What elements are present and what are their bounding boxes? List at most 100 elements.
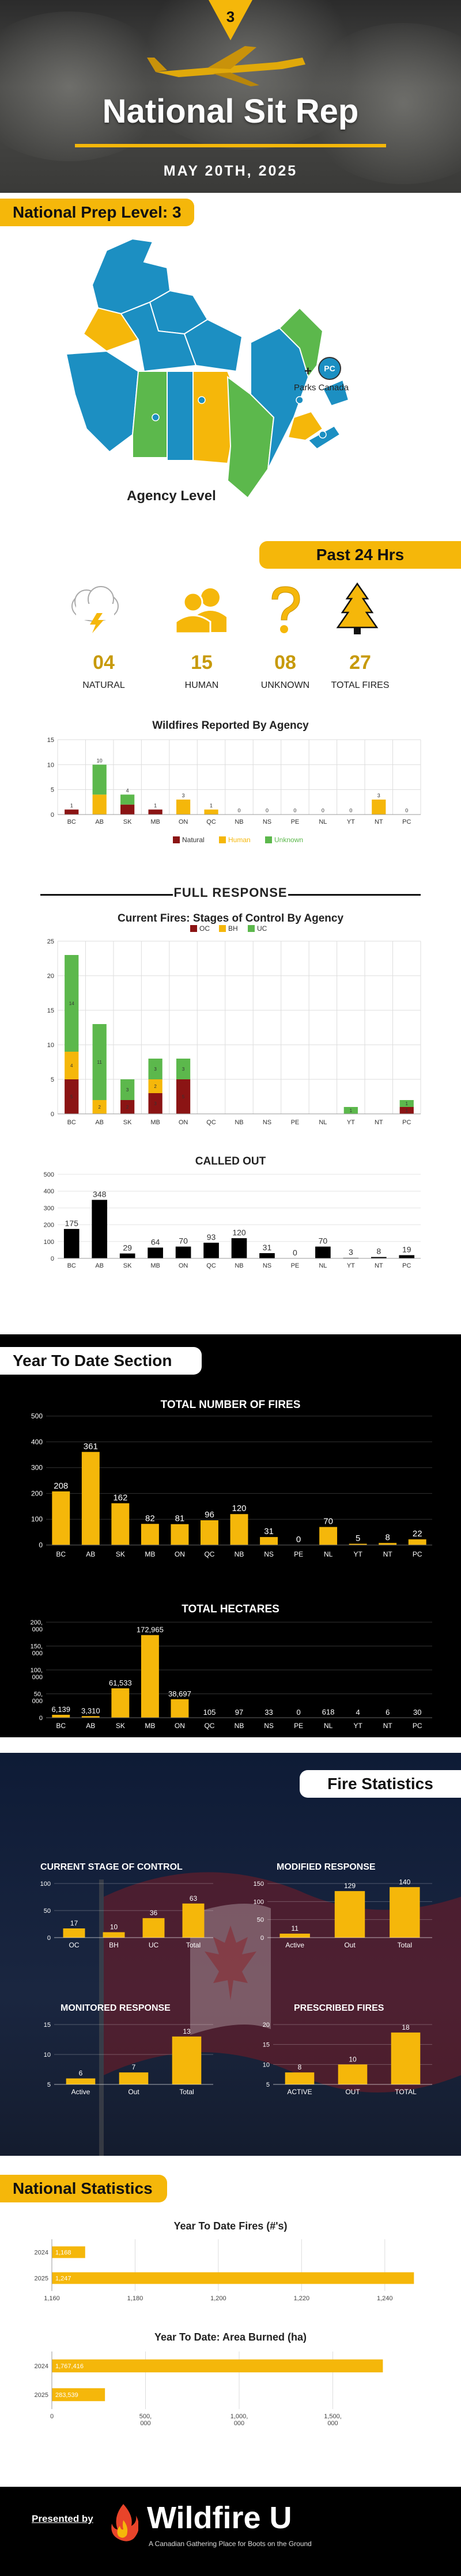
x-tick-label: NL [319,1262,327,1269]
y-tick-label: 2024 [35,2250,48,2257]
chart-wildfires-by-agency: 0 5 10 15 1 BC 10 AB 4 SK 1 MB 3 ON 1 QC 0 NB 0 NS 0 PE 0 NL 0 YT… [47,737,421,844]
x-tick-label: 1,200 [210,2295,226,2302]
x-tick-label: BC [56,1550,66,1558]
segment-label: 14 [69,1001,74,1006]
x-tick-label: TOTAL [395,2088,417,2096]
value-label: 96 [205,1510,214,1520]
parks-canada-markers [152,396,327,439]
y-tick-label: 5 [51,787,54,794]
value-label: 5 [356,1534,360,1543]
segment-label: 1 [406,1101,409,1106]
x-tick-label: 1,160 [44,2295,60,2302]
stat-unknown-label: UNKNOWN [260,680,310,690]
value-label: 22 [413,1529,422,1539]
value-label: 29 [123,1243,132,1253]
value-label: 70 [323,1517,333,1527]
chart-title-ytd-fires: TOTAL NUMBER OF FIRES [160,1399,301,1411]
bar-ab [81,1716,100,1718]
stat-natural-value: 04 [93,652,115,674]
value-label: 6 [386,1708,390,1717]
x-tick-label: NS [264,1722,274,1730]
value-label: 3 [349,1247,353,1257]
parks-canada-plus-icon: + [304,364,312,378]
bar-pc [399,1255,415,1258]
x-tick-label: Out [344,1941,356,1949]
title-underline [75,144,386,147]
bar-nt [371,1257,387,1258]
value-label: 10 [110,1923,118,1931]
y-tick-label: 0 [51,812,54,819]
value-label: 17 [70,1919,78,1927]
value-label: 36 [150,1909,158,1917]
chart-title-stages-of-control: Current Fires: Stages of Control By Agen… [117,912,344,924]
x-tick-label: PC [413,1722,422,1730]
map-region-nb [287,410,324,442]
y-tick-label: 300 [31,1464,43,1472]
y-tick-label: 2024 [35,2363,48,2370]
map-caption: Agency Level [127,488,216,504]
chart-prescribed-fires: 5 10 15 20 8 ACTIVE 10 OUT 18 TOTAL [263,2022,432,2096]
x-tick-label: NL [319,1119,327,1126]
x-tick-label: YT [353,1550,362,1558]
segment-label: 2 [98,1105,101,1110]
x-tick-label: MB [150,1119,160,1126]
y-tick-label: 100 [31,1515,43,1523]
total-label: 1 [70,802,73,808]
bar-bc [52,1491,70,1545]
bar-qc [201,1520,218,1545]
water-bomber-plane-icon [147,46,305,86]
fire-statistics-tag: Fire Statistics [300,1770,461,1798]
segment-label: 5 [182,1094,185,1099]
bar-uc-sk [120,1079,135,1100]
value-label: 70 [179,1236,188,1246]
bar-bc [63,1228,80,1258]
x-tick-label: UC [149,1941,159,1949]
total-label: 0 [237,808,240,813]
total-label: 0 [405,808,408,813]
value-label: 140 [399,1878,410,1886]
value-label: 31 [263,1243,272,1252]
x-tick-label: NL [324,1722,333,1730]
stat-human-label: HUMAN [184,680,219,690]
bar-mb [141,1524,159,1545]
y-tick-label: 300 [44,1205,54,1212]
value-label: 361 [84,1441,98,1451]
bar-nt [379,1543,397,1545]
chart-ytd-total-fires: 0 100 200 300 400 500 208 BC 361 AB 162 SK 82 MB 81 ON 9… [31,1412,432,1558]
bar-mb [148,1247,163,1258]
y-tick-label: 0 [39,1541,43,1549]
x-tick-label: 0 [50,2413,54,2420]
value-label: 0 [296,1708,300,1717]
segment-label: 3 [154,1067,157,1072]
y-tick-label: 25 [47,938,54,945]
parks-canada-label: Parks Canada [294,383,349,393]
map-region-sk [167,371,194,461]
bar-active [66,2078,96,2084]
parks-canada-badge: PC [318,357,341,380]
bar-uc-mb [148,1059,163,1079]
bar-2025 [52,2272,414,2284]
brand-name: Wildfire U [147,2501,292,2535]
legend-swatch-oc [190,925,197,932]
total-label: 1 [154,802,157,808]
chart-called-out: 0 100 200 300 400 500 175 BC 348 AB 29 SK 64 MB 70 ON 93… [44,1171,421,1269]
x-tick-label: Total [179,2088,194,2096]
bar-nb [231,1238,247,1258]
y-tick-label: 5 [51,1076,54,1083]
x-tick-label: PC [402,1262,411,1269]
y-tick-label: 100 [40,1881,51,1888]
question-mark-icon [271,586,300,633]
total-label: 0 [266,808,269,813]
total-label: 3 [182,793,185,798]
national-statistics-tag: National Statistics [0,2175,167,2202]
segment-label: 4 [70,1063,73,1068]
x-tick-label: BC [67,1262,76,1269]
bar-human-nt [372,800,386,815]
page-title: National Sit Rep [102,93,359,130]
stat-natural-label: NATURAL [82,680,125,690]
x-tick-label: 1,220 [294,2295,310,2302]
chart-title-ytd-area-burned: Year To Date: Area Burned (ha) [154,2331,307,2343]
brand-tagline: A Canadian Gathering Place for Boots on … [149,2540,312,2548]
chart-ytd-fires-count: 1,160 1,180 1,200 1,220 1,240 1,168 2024 1,247 2… [35,2239,414,2302]
bar-ns [259,1253,275,1258]
